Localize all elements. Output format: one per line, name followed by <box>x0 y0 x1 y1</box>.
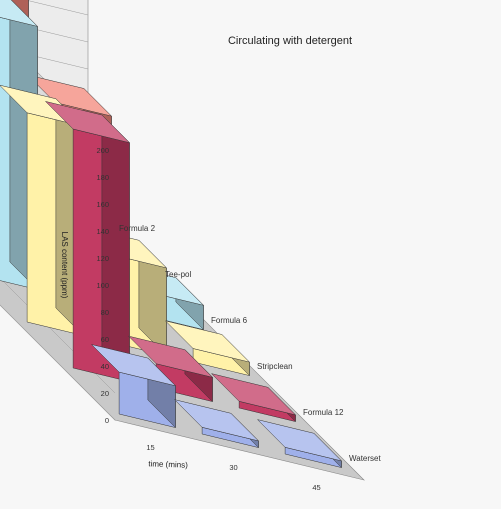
x-tick-label: 30 <box>229 463 237 472</box>
bar-top <box>256 419 343 462</box>
y-tick-label: 80 <box>101 308 109 317</box>
y-tick-label: 0 <box>105 416 109 425</box>
bar-top <box>0 0 39 27</box>
y-axis-label: LAS content (ppm) <box>60 232 69 299</box>
x-tick-label: 45 <box>312 483 320 492</box>
bar-top <box>164 320 251 363</box>
bar-top <box>173 399 260 442</box>
chart-bars <box>0 0 343 469</box>
bar <box>210 373 297 423</box>
y-tick-label: 140 <box>96 227 109 236</box>
series-label: Formula 6 <box>211 316 248 325</box>
bar <box>127 335 214 403</box>
y-tick-label: 200 <box>96 146 109 155</box>
y-tick-label: 120 <box>96 254 109 263</box>
bar-top <box>127 335 214 378</box>
y-tick-label: 180 <box>96 173 109 182</box>
y-tick-label: 100 <box>96 281 109 290</box>
bar <box>173 399 260 449</box>
y-tick-label: 160 <box>96 200 109 209</box>
bar-top <box>44 100 131 144</box>
chart-labels: Circulating with detergent time (mins) L… <box>60 35 381 492</box>
bar <box>164 320 251 377</box>
x-tick-label: 15 <box>146 443 154 452</box>
bar-top <box>90 344 177 387</box>
series-label: Formula 2 <box>119 224 156 233</box>
y-tick-label: 60 <box>101 335 109 344</box>
y-tick-label: 20 <box>101 389 109 398</box>
bar-top <box>210 373 297 416</box>
series-label: Formula 12 <box>303 408 344 417</box>
bar <box>256 419 343 469</box>
x-axis-label: time (mins) <box>148 459 188 469</box>
series-label: Waterset <box>349 454 381 463</box>
series-label: Stripclean <box>257 362 293 371</box>
chart-title: Circulating with detergent <box>228 35 352 47</box>
series-label: Tee-pol <box>165 270 191 279</box>
bar <box>90 344 177 429</box>
bar <box>44 100 131 383</box>
y-tick-label: 40 <box>101 362 109 371</box>
